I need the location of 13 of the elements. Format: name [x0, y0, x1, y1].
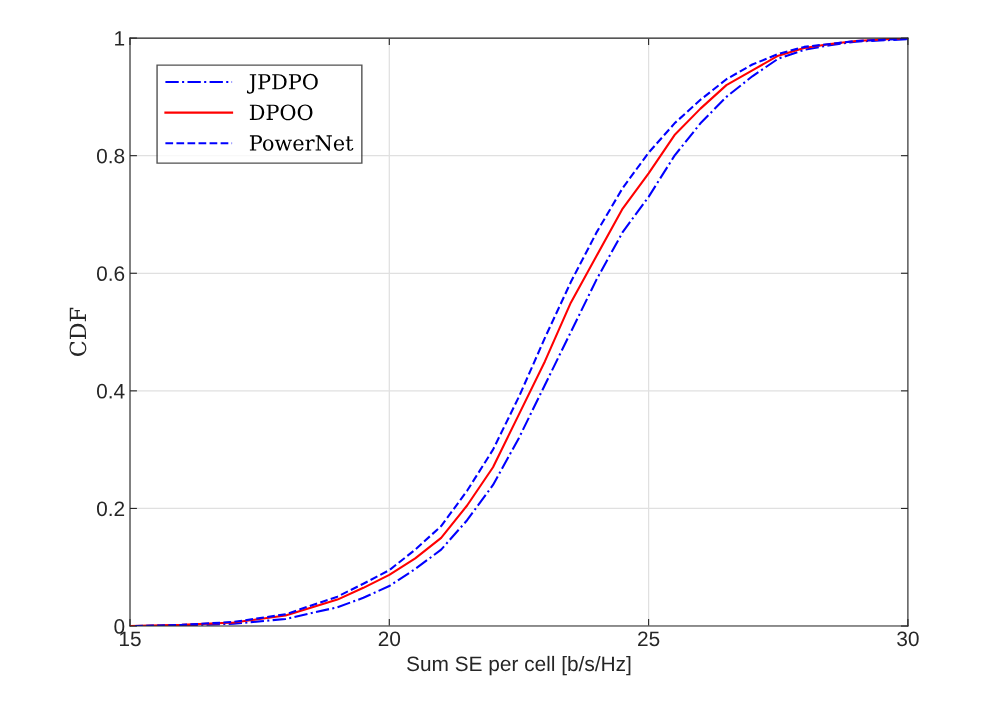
y-tick-label: 1: [115, 31, 125, 46]
y-tick-label: 0.8: [96, 148, 125, 164]
x-tick-label: 30: [897, 631, 919, 647]
y-tick-label: 0.2: [96, 501, 125, 517]
y-tick-label: 0.4: [96, 383, 125, 399]
legend-label: PowerNet: [249, 135, 354, 151]
x-tick-label: 25: [638, 631, 660, 647]
legend-label: DPOO: [249, 104, 313, 121]
x-axis-title: Sum SE per cell [b/s/Hz]: [407, 655, 631, 676]
y-axis-title: CDF: [69, 307, 87, 356]
x-tick-label: 20: [378, 631, 401, 647]
y-tick-label: 0.6: [96, 266, 125, 282]
legend-label: JPDPO: [246, 73, 318, 94]
